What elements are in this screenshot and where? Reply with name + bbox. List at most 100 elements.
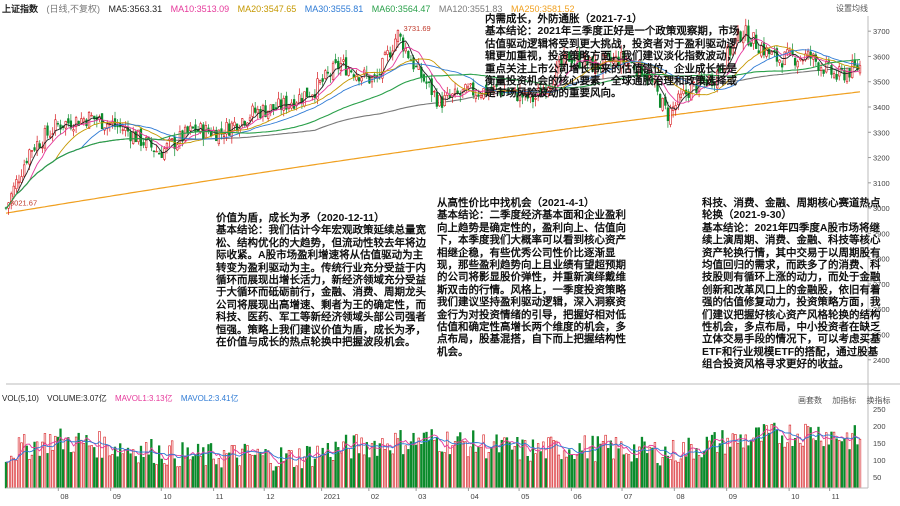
candle-body xyxy=(534,97,537,100)
candle-body xyxy=(703,76,706,82)
volume-bar xyxy=(845,432,849,489)
volume-bar xyxy=(472,430,475,489)
volume-bar xyxy=(433,439,436,489)
volume-bar xyxy=(565,456,568,489)
volume-bar xyxy=(119,443,122,489)
volume-bar xyxy=(427,439,431,489)
candle-body xyxy=(194,124,197,133)
candle-body xyxy=(93,115,96,120)
ma30-line xyxy=(5,49,860,209)
volume-bar xyxy=(601,441,605,489)
volume-bar xyxy=(568,449,571,489)
candle-body xyxy=(464,84,467,93)
candle-body xyxy=(72,129,75,132)
volume-bar xyxy=(783,446,786,489)
volume-bar xyxy=(150,439,153,489)
candle-body xyxy=(90,115,93,117)
ma-lines xyxy=(5,33,861,209)
y-tick-label: 3200 xyxy=(873,154,890,163)
volume-bar xyxy=(552,440,555,489)
x-axis-ticks: 08 09 10 11 12 2021 02 03 04 05 06 07 08 09 10 11 xyxy=(57,488,839,501)
candle-body xyxy=(10,193,13,204)
volume-bar xyxy=(466,456,470,489)
volume-bar xyxy=(12,457,15,489)
x-tick-label: 03 xyxy=(418,492,426,501)
candle-body xyxy=(132,131,135,144)
volume-bar xyxy=(474,451,477,489)
candle-body xyxy=(858,65,862,74)
volume-bar xyxy=(228,452,231,489)
volume-bar xyxy=(438,451,441,489)
candle-body xyxy=(835,74,838,80)
candle-body xyxy=(599,66,602,70)
volume-bar xyxy=(687,437,690,489)
volume-toolbar: 画套数 加指标 换指标 xyxy=(790,395,890,406)
ma120-value: MA120:3551.83 xyxy=(438,4,503,14)
candle-body xyxy=(28,149,31,165)
volume-bar xyxy=(780,435,784,489)
volume-bar xyxy=(469,446,472,489)
volume-bar xyxy=(697,455,701,489)
volume-bar xyxy=(669,459,672,489)
volume-bar xyxy=(7,461,10,489)
volume-bar xyxy=(607,447,610,489)
volume-bar xyxy=(695,448,698,489)
volume-bar xyxy=(529,460,532,489)
y-tick-label: 3300 xyxy=(873,128,890,137)
candle-body xyxy=(129,131,132,142)
volume-bar xyxy=(137,462,140,489)
candle-body xyxy=(228,123,231,136)
candle-body xyxy=(669,108,672,125)
volume-bar xyxy=(858,438,862,489)
volume-bar xyxy=(640,436,644,489)
volume-bar xyxy=(742,447,745,489)
volume-bar xyxy=(752,437,755,489)
candle-body xyxy=(305,87,309,98)
candle-body xyxy=(272,104,275,110)
volume-bar xyxy=(448,454,452,489)
index-name[interactable]: 上证指数 xyxy=(2,4,39,14)
settings-ma-button[interactable]: 设置均线 xyxy=(836,4,868,13)
volume-bar xyxy=(459,432,462,489)
volume-bar xyxy=(318,456,322,489)
switch-indicator-button[interactable]: 换指标 xyxy=(866,396,891,405)
volume-bar xyxy=(645,453,649,489)
draw-set-button[interactable]: 画套数 xyxy=(798,396,822,405)
volume-bar xyxy=(28,459,31,489)
candle-body xyxy=(282,98,285,111)
candle-body xyxy=(33,147,36,151)
add-indicator-button[interactable]: 加指标 xyxy=(832,396,857,405)
candle-body xyxy=(404,48,407,52)
vol-indicator[interactable]: VOL(5,10) xyxy=(2,394,39,403)
candle-body xyxy=(347,68,350,76)
candle-body xyxy=(189,125,192,132)
volume-bar xyxy=(775,429,779,489)
volume-bar xyxy=(835,438,838,489)
candle-body xyxy=(718,67,721,72)
volume-bar xyxy=(547,437,550,489)
candle-body xyxy=(15,179,18,190)
candle-body xyxy=(352,74,355,78)
volume-bar xyxy=(134,456,137,489)
candle-body xyxy=(679,93,683,98)
candle-body xyxy=(69,120,73,129)
volume-bar xyxy=(633,444,636,489)
ma20-value: MA20:3547.65 xyxy=(237,4,297,14)
volume-bar xyxy=(729,446,732,489)
volume-bar xyxy=(77,432,80,489)
candle-body xyxy=(435,92,439,107)
volume-bar xyxy=(170,440,174,489)
volume-bar xyxy=(391,453,394,489)
volume-bar xyxy=(490,447,493,489)
volume-bar xyxy=(370,443,374,489)
candle-body xyxy=(337,60,340,69)
volume-bar xyxy=(588,446,592,489)
adjust-mode[interactable]: (日线,不复权) xyxy=(46,4,101,14)
candle-body xyxy=(259,109,262,119)
volume-bar xyxy=(705,436,709,489)
volume-bar xyxy=(292,466,296,489)
volume-bar xyxy=(809,427,812,489)
candle-body xyxy=(492,85,496,90)
volume-bar xyxy=(329,456,332,489)
